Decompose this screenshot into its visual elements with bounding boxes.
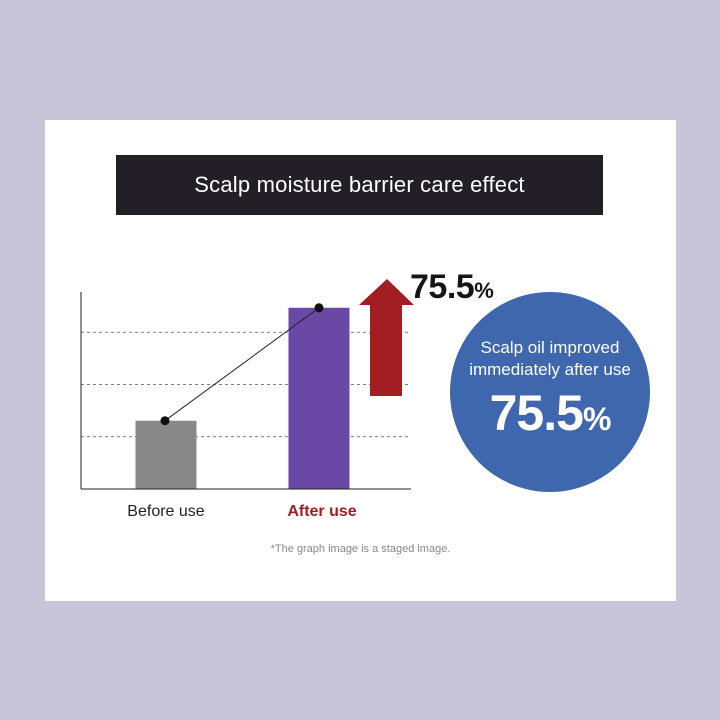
bars — [135, 307, 350, 489]
up-arrow-icon — [359, 279, 414, 396]
callout-value: 75.5% — [489, 385, 612, 447]
callout-line-2: immediately after use — [469, 360, 631, 379]
callout-unit: % — [582, 401, 611, 437]
infographic-card: Scalp moisture barrier care effect 75.5%… — [45, 120, 676, 601]
increase-value: 75.5 — [410, 268, 475, 306]
callout-number: 75.5 — [489, 385, 584, 441]
improvement-callout: Scalp oil improved immediately after use… — [450, 292, 650, 492]
bar-after-use — [288, 307, 350, 489]
bar-before-use — [135, 420, 197, 489]
chart-title: Scalp moisture barrier care effect — [116, 155, 603, 215]
bar-chart — [80, 279, 414, 490]
data-point-before — [160, 416, 170, 426]
grid-lines — [81, 331, 411, 438]
trend-connector — [164, 307, 320, 422]
increase-percentage-label: 75.5% — [410, 268, 494, 307]
data-point-after — [314, 303, 324, 313]
trend-line — [160, 303, 324, 426]
category-label-after: After use — [287, 503, 357, 520]
footnote: *The graph image is a staged image. — [270, 543, 451, 555]
callout-line-1: Scalp oil improved — [480, 338, 620, 357]
category-label-before: Before use — [127, 503, 205, 520]
increase-unit: % — [474, 278, 494, 303]
